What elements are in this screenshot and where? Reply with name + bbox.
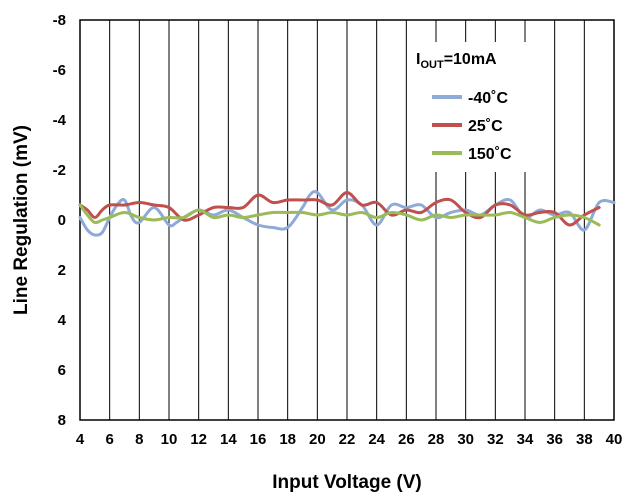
x-tick-label: 6 (105, 431, 113, 448)
y-tick-label: 6 (58, 362, 66, 379)
x-tick-label: 24 (368, 431, 385, 448)
y-tick-label: -8 (53, 12, 66, 29)
y-tick-label: 8 (58, 412, 66, 429)
y-tick-label: 4 (58, 312, 67, 329)
x-tick-label: 34 (517, 431, 534, 448)
x-tick-label: 12 (190, 431, 207, 448)
x-tick-label: 32 (487, 431, 504, 448)
x-tick-label: 8 (135, 431, 143, 448)
y-tick-labels: -8 -6 -4 -2 0 2 4 6 8 (53, 12, 67, 429)
legend-label-minus40c: -40˚C (468, 90, 508, 107)
y-axis-title: Line Regulation (mV) (11, 125, 32, 315)
y-tick-label: -6 (53, 62, 66, 79)
legend-label-150c: 150˚C (468, 146, 512, 163)
x-tick-label: 36 (546, 431, 563, 448)
y-tick-label: -4 (53, 112, 67, 129)
x-axis-title: Input Voltage (V) (272, 472, 422, 493)
x-tick-label: 18 (279, 431, 296, 448)
y-tick-label: -2 (53, 162, 66, 179)
x-tick-label: 28 (428, 431, 445, 448)
x-tick-label: 4 (76, 431, 85, 448)
x-tick-label: 14 (220, 431, 237, 448)
x-tick-label: 40 (606, 431, 623, 448)
y-tick-label: 0 (58, 212, 66, 229)
x-tick-label: 16 (250, 431, 267, 448)
y-tick-label: 2 (58, 262, 66, 279)
x-tick-label: 10 (161, 431, 178, 448)
legend-label-25c: 25˚C (468, 118, 503, 135)
series-line-150c (80, 205, 599, 225)
legend-title-rest: =10mA (444, 51, 497, 68)
x-tick-labels: 4 6 8 10 12 14 16 18 20 22 24 26 28 30 32 34 36 38 40 (76, 431, 623, 448)
x-tick-label: 22 (339, 431, 356, 448)
x-tick-label: 38 (576, 431, 593, 448)
x-tick-label: 30 (457, 431, 474, 448)
legend-title-sub: OUT (420, 59, 444, 71)
x-tick-label: 26 (398, 431, 415, 448)
x-tick-label: 20 (309, 431, 326, 448)
